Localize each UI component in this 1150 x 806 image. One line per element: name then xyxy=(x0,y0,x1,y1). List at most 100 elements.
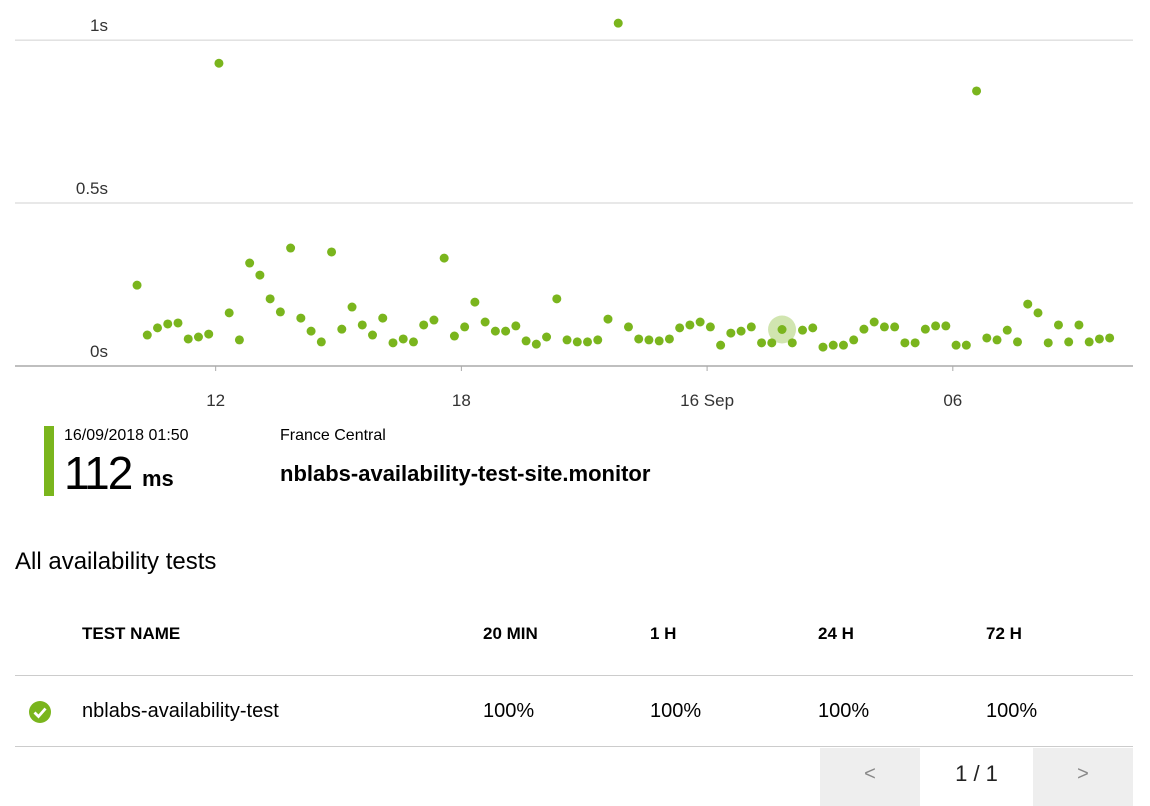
point xyxy=(613,18,623,28)
point xyxy=(593,335,603,345)
point xyxy=(357,320,367,330)
point xyxy=(1043,338,1053,348)
page-indicator: 1 / 1 xyxy=(955,761,998,786)
point xyxy=(992,335,1002,345)
point xyxy=(767,338,777,348)
point xyxy=(204,329,214,339)
next-button[interactable]: > xyxy=(1033,748,1133,806)
y-tick-label: 0.5s xyxy=(76,179,108,198)
point xyxy=(388,338,398,348)
x-tick-label: 06 xyxy=(943,391,962,410)
column-header: 20 MIN xyxy=(483,624,538,643)
availability: 100% xyxy=(818,700,870,722)
point xyxy=(726,328,736,338)
point xyxy=(982,333,992,343)
point xyxy=(695,317,705,327)
point xyxy=(142,330,152,340)
availability: 100% xyxy=(483,700,535,722)
point xyxy=(1064,337,1074,347)
point xyxy=(368,330,378,340)
point xyxy=(245,258,255,268)
point xyxy=(562,335,572,345)
point xyxy=(275,307,285,317)
point xyxy=(286,243,296,253)
point xyxy=(552,294,562,304)
selected-location: France Central xyxy=(280,427,386,444)
point xyxy=(654,336,664,346)
point xyxy=(460,322,470,332)
point xyxy=(419,320,429,330)
point xyxy=(787,338,797,348)
point xyxy=(757,338,767,348)
point xyxy=(1094,334,1104,344)
point xyxy=(490,326,500,336)
y-tick-label: 1s xyxy=(90,16,108,35)
point xyxy=(623,322,633,332)
point xyxy=(480,317,490,327)
point xyxy=(705,322,715,332)
point xyxy=(972,86,982,96)
selected-bar xyxy=(44,426,54,496)
point xyxy=(910,338,920,348)
point xyxy=(337,324,347,334)
point xyxy=(296,313,306,323)
point xyxy=(501,326,511,336)
availability: 100% xyxy=(986,700,1038,722)
point xyxy=(644,335,654,345)
point xyxy=(685,320,695,330)
point xyxy=(183,334,193,344)
point xyxy=(1033,308,1043,318)
column-header: TEST NAME xyxy=(82,624,181,643)
point xyxy=(931,321,941,331)
point xyxy=(838,340,848,350)
y-tick-label: 0s xyxy=(90,342,108,361)
point xyxy=(603,314,613,324)
point xyxy=(439,253,449,263)
divider xyxy=(15,675,1133,676)
point xyxy=(961,340,971,350)
point xyxy=(1074,320,1084,330)
point xyxy=(890,322,900,332)
point xyxy=(808,323,818,333)
point xyxy=(327,247,337,257)
point xyxy=(849,335,859,345)
column-header: 24 H xyxy=(818,624,854,643)
point xyxy=(378,313,388,323)
point xyxy=(583,337,593,347)
point xyxy=(542,332,552,342)
x-tick-label: 18 xyxy=(452,391,471,410)
point xyxy=(173,318,183,328)
point xyxy=(1105,333,1115,343)
point xyxy=(1053,320,1063,330)
prev-button[interactable]: < xyxy=(820,748,920,806)
status-icon xyxy=(29,701,51,723)
column-header: 1 H xyxy=(650,624,677,643)
column-header: 72 H xyxy=(986,624,1022,643)
selected-unit: ms xyxy=(142,466,174,491)
point xyxy=(736,326,746,336)
point xyxy=(1013,337,1023,347)
section-title: All availability tests xyxy=(15,548,217,575)
point xyxy=(470,297,480,307)
point xyxy=(818,342,828,352)
point xyxy=(316,337,326,347)
point xyxy=(1084,337,1094,347)
point xyxy=(214,58,224,68)
x-tick-label: 16 Sep xyxy=(680,391,734,410)
divider xyxy=(15,746,1133,747)
point xyxy=(511,321,521,331)
point xyxy=(951,340,961,350)
point xyxy=(531,339,541,349)
point xyxy=(255,270,265,280)
availability: 100% xyxy=(650,700,702,722)
point xyxy=(675,323,685,333)
point xyxy=(634,334,644,344)
selected-time: 16/09/2018 01:50 xyxy=(64,427,189,444)
point xyxy=(869,317,879,327)
point xyxy=(900,338,910,348)
point xyxy=(746,322,756,332)
point xyxy=(572,337,582,347)
point xyxy=(449,331,459,341)
point xyxy=(941,321,951,331)
